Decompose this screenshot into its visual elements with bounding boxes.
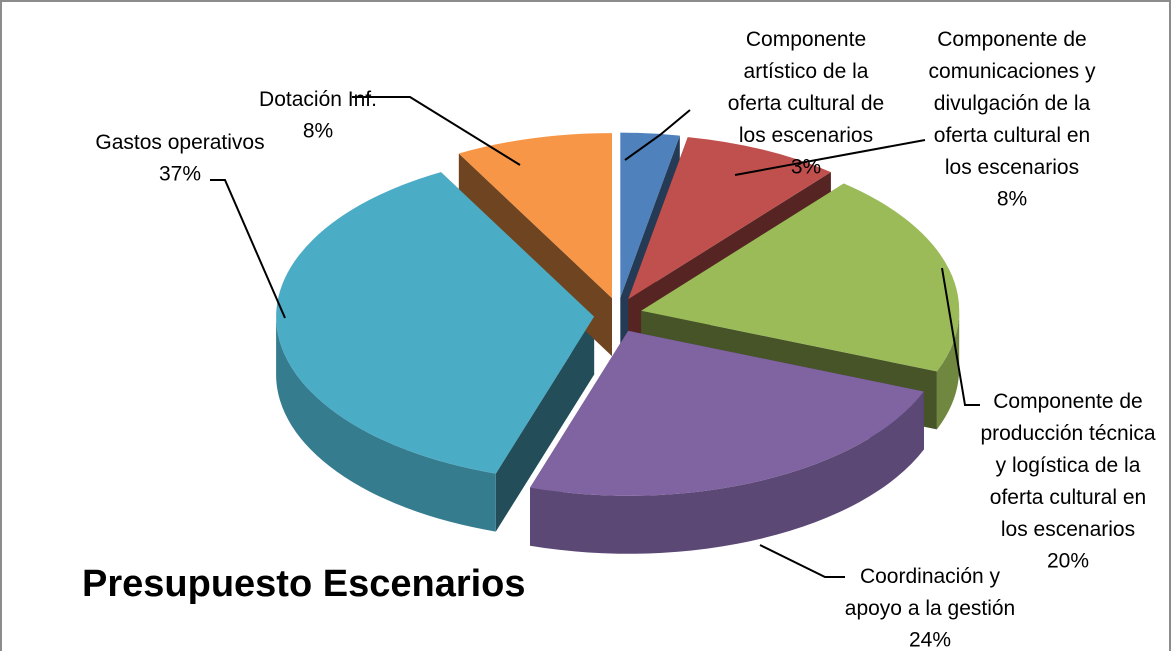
label-line: los escenarios	[739, 124, 873, 147]
slice-side	[936, 310, 960, 430]
label-line: Coordinación y	[860, 565, 1001, 588]
label-line: artístico de la	[744, 60, 869, 83]
category-label: Dotación Inf.	[259, 88, 377, 111]
slice-side	[276, 316, 496, 532]
percent-label: 8%	[303, 120, 333, 143]
label-line: Componente	[746, 28, 866, 51]
label-line: oferta cultural en	[934, 124, 1090, 147]
slice-side	[530, 391, 924, 554]
label-line: y logística de la	[996, 454, 1141, 477]
percent-label: 20%	[1047, 550, 1089, 573]
leader-line	[734, 139, 926, 176]
label-line: Gastos operativos	[95, 131, 264, 154]
slice	[628, 137, 831, 300]
label-line: apoyo a la gestión	[845, 597, 1015, 620]
label-line: comunicaciones y	[929, 60, 1096, 83]
slice	[620, 132, 680, 298]
slice	[530, 330, 924, 496]
category-label: Componente artístico de la oferta cultural…	[728, 28, 884, 147]
label-line: producción técnica	[980, 422, 1155, 445]
label-line: oferta cultural en	[990, 486, 1146, 509]
leader-line	[352, 96, 521, 166]
percent-label: 8%	[997, 188, 1027, 211]
labels: Componente artístico de la oferta cultural…	[95, 28, 1156, 651]
slice	[276, 172, 595, 474]
slice	[458, 133, 612, 299]
slice	[641, 183, 960, 372]
label-line: los escenarios	[1001, 518, 1135, 541]
percent-label: 37%	[159, 163, 201, 186]
leader-line	[759, 544, 845, 578]
leader-line	[941, 267, 980, 406]
category-label: Coordinación y apoyo a la gestión	[845, 565, 1015, 620]
category-label: Componente de producción técnica y logísti…	[980, 390, 1155, 541]
category-label: Gastos operativos	[95, 131, 264, 154]
label-line: divulgación de la	[934, 92, 1091, 115]
leader-line	[624, 109, 691, 161]
label-line: los escenarios	[945, 156, 1079, 179]
percent-label: 24%	[909, 629, 951, 651]
category-label: Componente de comunicaciones y divulgación…	[929, 28, 1096, 179]
leader-line	[210, 179, 286, 319]
slice-wall	[495, 316, 595, 532]
label-line: Componente de	[937, 28, 1086, 51]
chart-title: Presupuesto Escenarios	[82, 563, 526, 605]
pie	[276, 132, 960, 554]
label-line: Componente de	[993, 390, 1142, 413]
label-line: oferta cultural de	[728, 92, 884, 115]
label-line: Dotación Inf.	[259, 88, 377, 111]
